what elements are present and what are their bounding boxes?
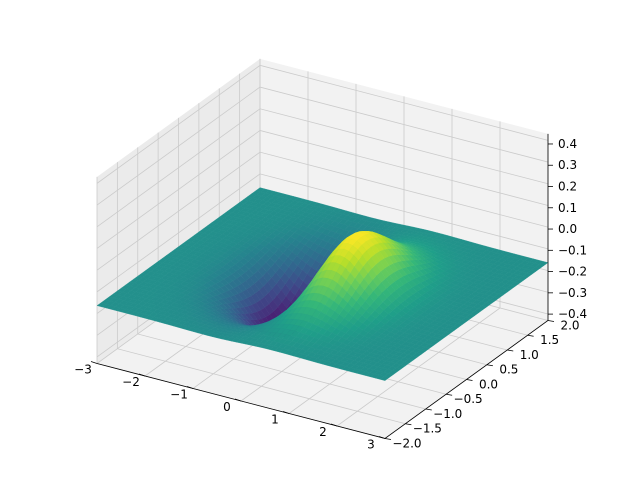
z-tick-label: −0.2 — [558, 265, 587, 279]
y-tick-label: 0.5 — [499, 363, 518, 377]
x-tick-label: 0 — [223, 400, 231, 414]
y-tick — [487, 365, 493, 366]
y-tick — [528, 335, 534, 336]
y-tick — [446, 394, 452, 395]
y-tick — [507, 350, 513, 351]
y-tick-label: 0.0 — [479, 377, 498, 391]
z-tick-label: 0.3 — [558, 158, 577, 172]
y-tick-label: −1.0 — [433, 407, 462, 421]
z-tick-label: 0.0 — [558, 222, 577, 236]
y-tick-label: 1.0 — [520, 348, 539, 362]
y-tick — [385, 438, 391, 439]
x-tick — [91, 361, 97, 363]
z-tick-label: 0.4 — [558, 137, 577, 151]
x-tick-label: −1 — [170, 387, 188, 401]
x-tick-label: 3 — [367, 437, 375, 451]
y-tick — [548, 320, 554, 321]
y-tick-label: −2.0 — [392, 436, 421, 450]
z-tick-label: −0.3 — [558, 286, 587, 300]
z-tick-label: 0.1 — [558, 201, 577, 215]
y-tick — [426, 409, 432, 410]
y-tick-label: −1.5 — [413, 422, 442, 436]
x-tick-label: 1 — [271, 412, 279, 426]
y-tick-label: 1.5 — [540, 333, 559, 347]
z-tick-label: −0.4 — [558, 307, 587, 321]
x-tick-label: −2 — [122, 375, 140, 389]
x-tick-label: 2 — [319, 425, 327, 439]
y-tick — [405, 424, 411, 425]
y-tick — [467, 379, 473, 380]
y-tick-label: −0.5 — [454, 392, 483, 406]
z-tick-label: −0.1 — [558, 243, 587, 257]
z-tick-label: 0.2 — [558, 180, 577, 194]
x-tick-label: −3 — [74, 362, 92, 376]
